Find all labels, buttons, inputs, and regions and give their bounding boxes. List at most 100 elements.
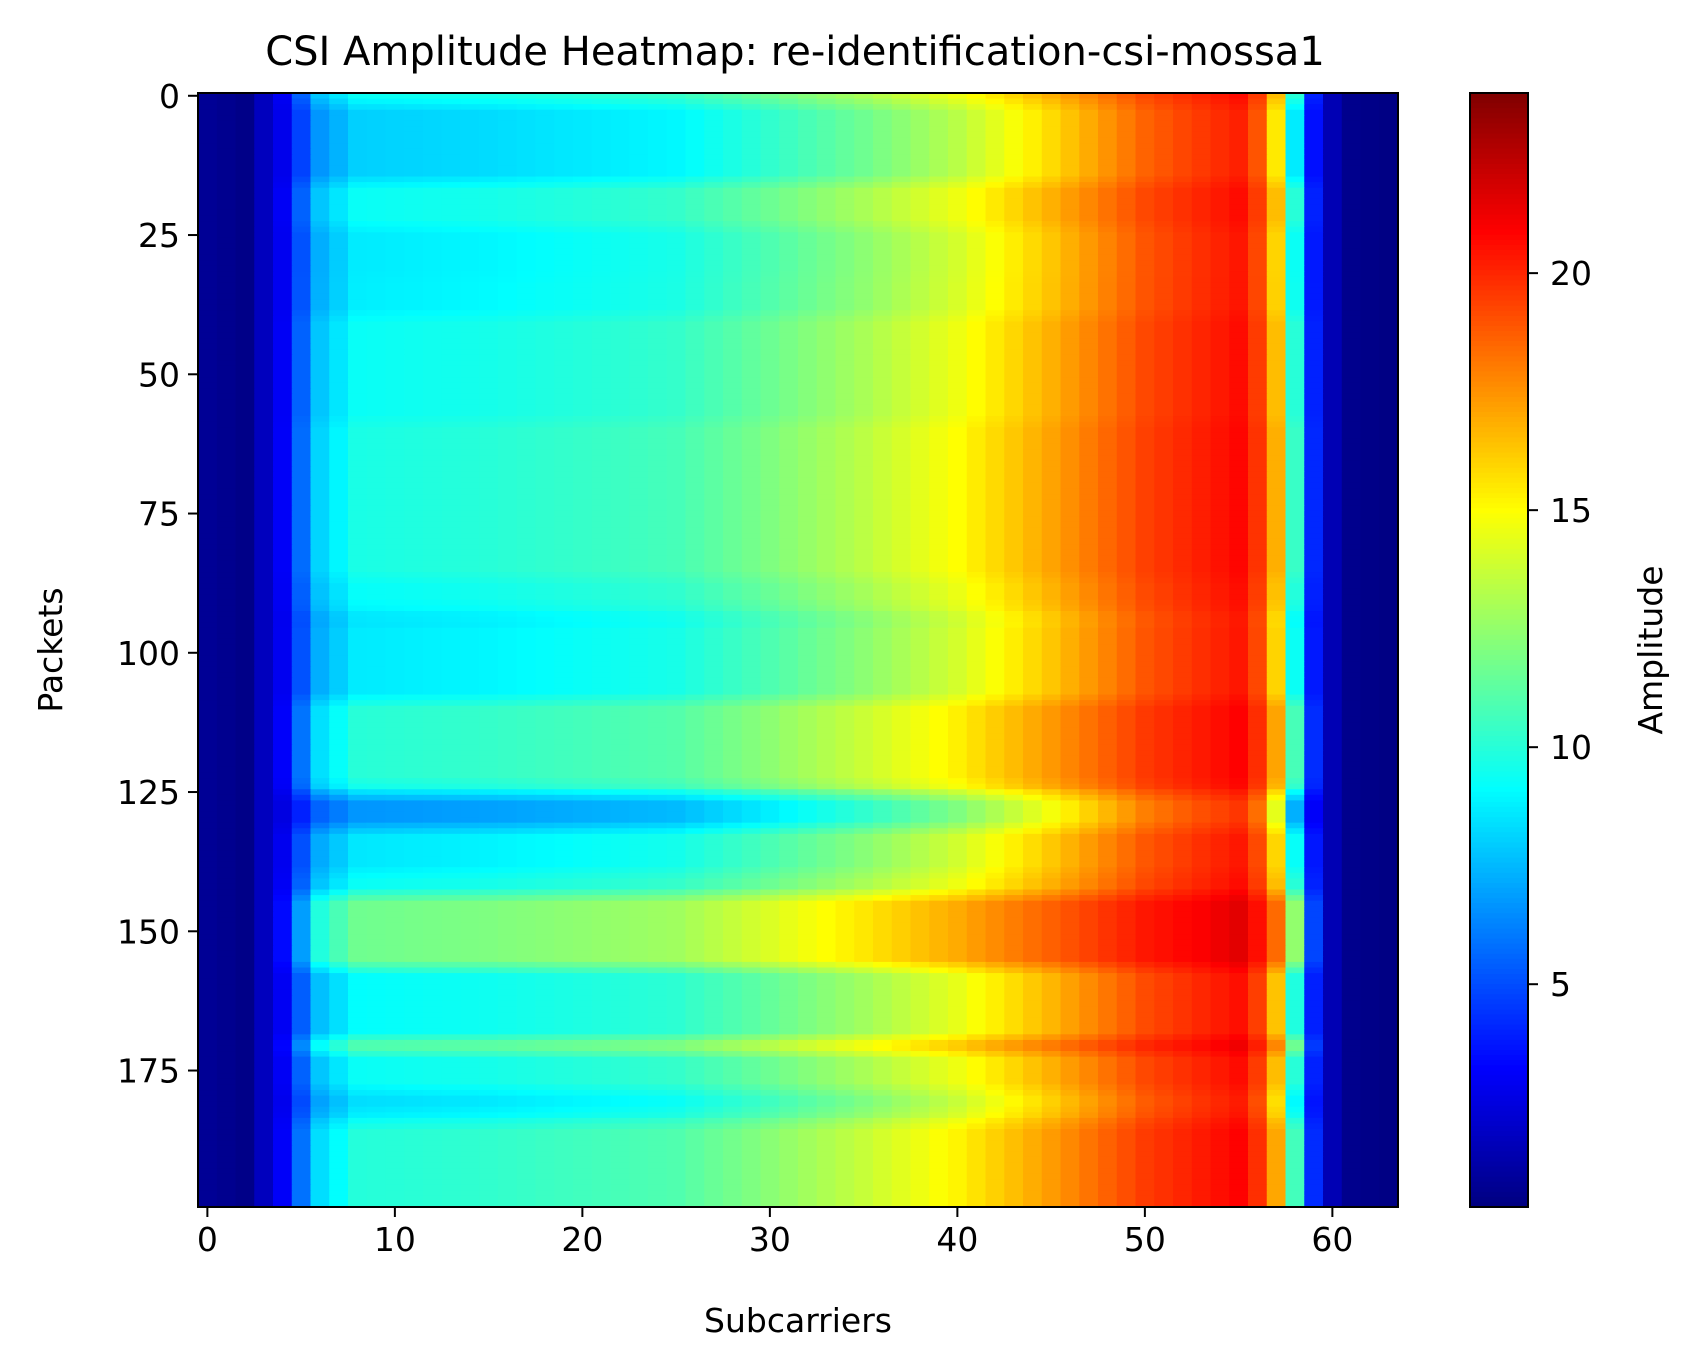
heatmap-cell bbox=[423, 455, 443, 462]
heatmap-cell bbox=[1266, 254, 1287, 261]
heatmap-cell bbox=[1341, 494, 1362, 501]
heatmap-cell bbox=[1266, 159, 1287, 167]
heatmap-cell bbox=[835, 349, 855, 356]
heatmap-cell bbox=[648, 516, 668, 523]
heatmap-cell bbox=[1341, 165, 1362, 172]
heatmap-cell bbox=[1173, 98, 1193, 105]
heatmap-cell bbox=[741, 427, 762, 434]
heatmap-cell bbox=[704, 404, 724, 412]
heatmap-cell bbox=[1210, 104, 1230, 111]
heatmap-cell bbox=[985, 193, 1005, 200]
heatmap-cell bbox=[798, 477, 818, 484]
heatmap-cell bbox=[1098, 332, 1118, 339]
heatmap-cell bbox=[216, 466, 237, 473]
heatmap-cell bbox=[1116, 388, 1137, 395]
heatmap-cell bbox=[1041, 237, 1062, 244]
heatmap-cell bbox=[1023, 232, 1043, 239]
heatmap-cell bbox=[816, 126, 837, 133]
heatmap-cell bbox=[1379, 254, 1399, 261]
heatmap-cell bbox=[741, 131, 762, 139]
heatmap-cell bbox=[554, 282, 574, 289]
heatmap-cell bbox=[1285, 416, 1305, 423]
heatmap-cell bbox=[948, 265, 968, 272]
heatmap-cell bbox=[554, 143, 574, 150]
heatmap-cell bbox=[516, 287, 537, 295]
heatmap-cell bbox=[1135, 165, 1155, 172]
heatmap-cell bbox=[573, 521, 593, 529]
heatmap-cell bbox=[835, 187, 855, 194]
heatmap-cell bbox=[1154, 349, 1174, 356]
heatmap-cell bbox=[1304, 494, 1324, 501]
heatmap-cell bbox=[291, 176, 312, 183]
heatmap-cell bbox=[1379, 388, 1399, 395]
heatmap-cell bbox=[610, 388, 630, 395]
heatmap-cell bbox=[629, 159, 649, 167]
heatmap-cell bbox=[873, 260, 893, 267]
heatmap-cell bbox=[554, 193, 574, 200]
heatmap-cell bbox=[254, 399, 274, 406]
heatmap-cell bbox=[1360, 165, 1380, 172]
heatmap-cell bbox=[348, 126, 368, 133]
heatmap-cell bbox=[629, 332, 649, 339]
heatmap-cell bbox=[348, 455, 368, 462]
heatmap-cell bbox=[723, 293, 743, 300]
heatmap-cell bbox=[366, 510, 387, 517]
heatmap-cell bbox=[948, 399, 968, 406]
heatmap-cell bbox=[873, 271, 893, 278]
heatmap-cell bbox=[1116, 494, 1137, 501]
heatmap-cell bbox=[1004, 198, 1024, 205]
heatmap-cell bbox=[1379, 354, 1399, 361]
heatmap-cell bbox=[1360, 299, 1380, 306]
heatmap-cell bbox=[1004, 482, 1024, 490]
heatmap-cell bbox=[1154, 221, 1174, 228]
heatmap-cell bbox=[554, 377, 574, 384]
heatmap-cell bbox=[779, 276, 799, 283]
heatmap-cell bbox=[929, 221, 949, 228]
heatmap-cell bbox=[1191, 115, 1212, 122]
heatmap-cell bbox=[985, 104, 1005, 111]
heatmap-cell bbox=[1116, 276, 1137, 283]
heatmap-cell bbox=[348, 209, 368, 217]
heatmap-cell bbox=[366, 265, 387, 272]
heatmap-cell bbox=[1285, 182, 1305, 189]
heatmap-cell bbox=[460, 482, 480, 490]
heatmap-cell bbox=[404, 421, 424, 428]
heatmap-cell bbox=[835, 226, 855, 233]
heatmap-cell bbox=[1135, 315, 1155, 322]
heatmap-cell bbox=[591, 399, 612, 406]
heatmap-cell bbox=[1173, 488, 1193, 495]
heatmap-cell bbox=[1210, 248, 1230, 256]
heatmap-cell bbox=[498, 416, 518, 423]
heatmap-cell bbox=[779, 170, 799, 178]
heatmap-cell bbox=[1229, 510, 1249, 517]
heatmap-cell bbox=[1229, 226, 1249, 233]
heatmap-cell bbox=[423, 382, 443, 389]
heatmap-cell bbox=[216, 109, 237, 116]
heatmap-cell bbox=[1060, 360, 1080, 367]
heatmap-cell bbox=[1248, 404, 1268, 412]
heatmap-cell bbox=[235, 243, 255, 250]
heatmap-cell bbox=[329, 159, 349, 167]
heatmap-cell bbox=[1060, 254, 1080, 261]
heatmap-cell bbox=[554, 494, 574, 501]
heatmap-cell bbox=[366, 482, 387, 490]
heatmap-cell bbox=[873, 120, 893, 128]
heatmap-cell bbox=[441, 282, 462, 289]
heatmap-cell bbox=[1004, 299, 1024, 306]
heatmap-cell bbox=[404, 154, 424, 161]
heatmap-cell bbox=[460, 115, 480, 122]
heatmap-cell bbox=[554, 315, 574, 322]
heatmap-cell bbox=[1098, 443, 1118, 451]
heatmap-cell bbox=[910, 494, 930, 501]
heatmap-cell bbox=[1379, 421, 1399, 428]
heatmap-cell bbox=[891, 193, 912, 200]
heatmap-cell bbox=[291, 221, 312, 228]
heatmap-cell bbox=[591, 393, 612, 400]
heatmap-cell bbox=[816, 209, 837, 217]
heatmap-cell bbox=[1154, 516, 1174, 523]
heatmap-cell bbox=[985, 326, 1005, 334]
heatmap-cell bbox=[1379, 187, 1399, 194]
heatmap-cell bbox=[235, 143, 255, 150]
heatmap-cell bbox=[948, 282, 968, 289]
heatmap-cell bbox=[498, 449, 518, 456]
